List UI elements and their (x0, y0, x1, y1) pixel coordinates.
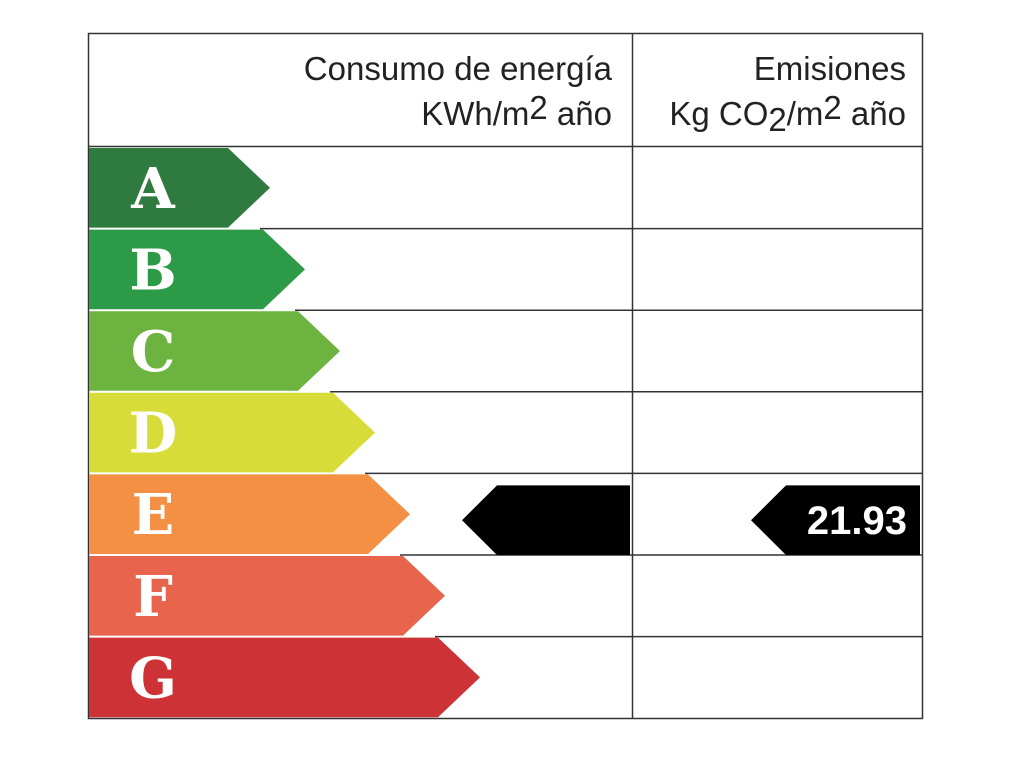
grade-arrow (89, 474, 410, 554)
grade-arrow (89, 229, 305, 310)
grade-arrow (89, 148, 270, 228)
grade-letter: A (130, 156, 176, 222)
unit-part: año (842, 95, 906, 132)
unit-sup: 2 (529, 89, 547, 126)
table-border (87, 32, 924, 720)
emissions-indicator (751, 485, 920, 555)
grade-letter: E (132, 482, 175, 548)
emissions-unit: Kg CO2/m2 año (669, 89, 906, 138)
grade-letter: D (129, 401, 178, 467)
grade-letter: B (129, 237, 176, 303)
grade-arrow (89, 392, 375, 473)
unit-part: Kg CO (669, 95, 768, 132)
grade-arrow (89, 311, 340, 391)
grade-letter: C (131, 319, 176, 385)
grade-letter: F (133, 564, 173, 630)
grade-letter: G (129, 645, 177, 711)
grade-arrow (89, 556, 445, 636)
grade-arrow (89, 637, 480, 718)
consumption-indicator (462, 485, 630, 555)
unit-sup: 2 (823, 89, 841, 126)
consumption-unit: KWh/m2 año (421, 89, 612, 132)
unit-part: KWh/m (421, 95, 529, 132)
unit-sub: 2 (768, 101, 786, 138)
unit-part: año (548, 95, 612, 132)
emissions-title: Emisiones (754, 50, 906, 87)
consumption-title: Consumo de energía (304, 50, 613, 87)
emissions-value: 21.93 (807, 499, 907, 543)
unit-part: /m (787, 95, 824, 132)
